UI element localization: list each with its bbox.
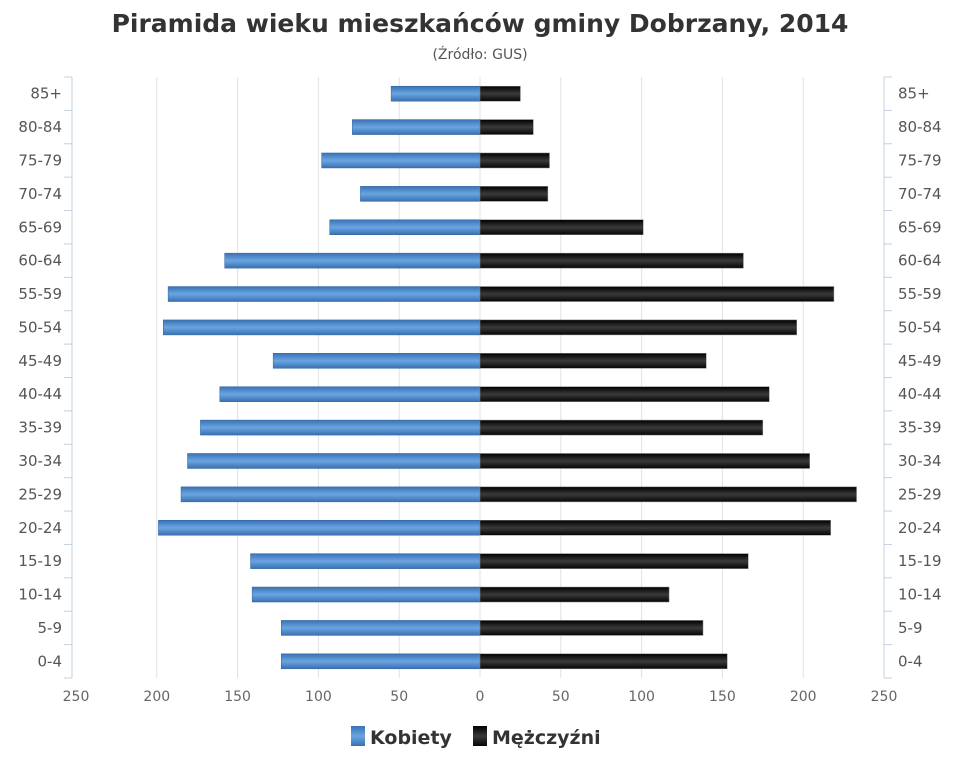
bar-mezczyzni[interactable] [479,553,749,569]
x-tick-label: 100 [628,689,655,705]
axes: 250 200 150 100 50 0 50 100 150 200 250 85+ 85+ 80-84… [18,76,942,705]
bars [158,85,857,670]
bar-kobiety[interactable] [158,520,481,536]
bar-kobiety[interactable] [390,85,481,102]
legend-label-kobiety[interactable]: Kobiety [370,727,453,749]
legend[interactable]: Kobiety Mężczyźni [351,726,601,749]
category-label-left: 0-4 [38,652,63,670]
category-label-right: 15-19 [898,552,942,570]
gridlines [156,77,804,678]
category-label-right: 45-49 [898,352,942,370]
x-tick-label: 50 [390,689,408,705]
x-tick-label: 200 [790,689,817,705]
legend-swatch-mezczyzni [473,726,487,746]
category-label-left: 5-9 [38,619,63,637]
bar-kobiety[interactable] [321,152,481,169]
bar-mezczyzni[interactable] [479,252,744,269]
bar-kobiety[interactable] [329,219,481,235]
category-label-right: 10-14 [898,586,942,604]
category-label-left: 40-44 [18,385,62,403]
category-label-right: 70-74 [898,185,942,203]
category-label-left: 50-54 [18,318,62,336]
category-label-right: 40-44 [898,385,942,403]
bar-mezczyzni[interactable] [479,286,835,302]
bar-mezczyzni[interactable] [479,486,857,503]
bar-kobiety[interactable] [251,586,481,603]
category-label-left: 55-59 [18,285,62,303]
category-label-left: 10-14 [18,586,62,604]
bar-mezczyzni[interactable] [479,186,549,202]
x-tick-label: 150 [709,689,736,705]
bar-kobiety[interactable] [272,353,481,369]
x-tick-label: 250 [871,689,898,705]
bar-mezczyzni[interactable] [479,586,670,603]
bar-kobiety[interactable] [280,620,481,636]
category-label-right: 0-4 [898,652,923,670]
x-tick-label: 100 [305,689,332,705]
x-tick-label: 150 [224,689,251,705]
category-label-left: 85+ [30,85,62,103]
category-label-right: 55-59 [898,285,942,303]
bar-mezczyzni[interactable] [479,319,797,336]
category-label-right: 50-54 [898,318,942,336]
category-label-right: 75-79 [898,151,942,169]
category-label-left: 60-64 [18,252,62,270]
bar-kobiety[interactable] [224,252,481,269]
bar-mezczyzni[interactable] [479,520,831,536]
bar-mezczyzni[interactable] [479,653,728,670]
bar-kobiety[interactable] [280,653,481,670]
legend-label-mezczyzni[interactable]: Mężczyźni [492,727,601,749]
category-label-right: 20-24 [898,519,942,537]
category-label-right: 25-29 [898,485,942,503]
bar-mezczyzni[interactable] [479,386,770,402]
bar-mezczyzni[interactable] [479,620,704,636]
bar-kobiety[interactable] [360,186,481,202]
bar-kobiety[interactable] [200,419,481,436]
x-tick-label: 200 [143,689,170,705]
x-tick-label: 0 [476,689,485,705]
category-label-right: 30-34 [898,452,942,470]
category-label-right: 35-39 [898,419,942,437]
category-label-right: 80-84 [898,118,942,136]
category-label-right: 60-64 [898,252,942,270]
bar-kobiety[interactable] [187,453,481,469]
bar-mezczyzni[interactable] [479,119,534,135]
category-label-left: 65-69 [18,218,62,236]
bar-kobiety[interactable] [352,119,481,135]
chart-title: Piramida wieku mieszkańców gminy Dobrzan… [112,9,849,38]
bar-kobiety[interactable] [180,486,481,503]
bar-kobiety[interactable] [163,319,481,336]
category-label-left: 35-39 [18,419,62,437]
bar-mezczyzni[interactable] [479,419,764,436]
bar-mezczyzni[interactable] [479,353,707,369]
bar-mezczyzni[interactable] [479,453,810,469]
x-tick-label: 50 [552,689,570,705]
legend-swatch-kobiety [351,726,365,746]
category-label-left: 15-19 [18,552,62,570]
bar-mezczyzni[interactable] [479,219,644,235]
bar-kobiety[interactable] [250,553,481,569]
category-label-right: 65-69 [898,218,942,236]
category-label-left: 75-79 [18,151,62,169]
category-label-left: 25-29 [18,485,62,503]
category-label-left: 20-24 [18,519,62,537]
bar-kobiety[interactable] [219,386,481,402]
category-label-right: 5-9 [898,619,923,637]
category-label-left: 70-74 [18,185,62,203]
bar-kobiety[interactable] [167,286,481,302]
x-tick-label: 250 [63,689,90,705]
category-label-left: 80-84 [18,118,62,136]
chart-subtitle: (Źródło: GUS) [432,45,527,63]
bar-mezczyzni[interactable] [479,152,550,169]
category-label-right: 85+ [898,85,930,103]
bar-mezczyzni[interactable] [479,85,521,102]
category-label-left: 45-49 [18,352,62,370]
category-label-left: 30-34 [18,452,62,470]
